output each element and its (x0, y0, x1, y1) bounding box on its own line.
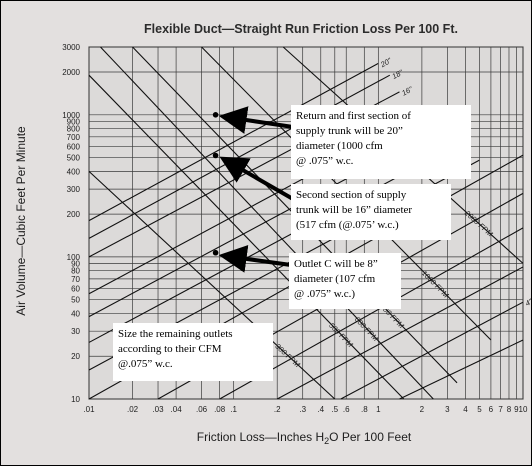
annotation-text: @ .075” w.c.) (294, 288, 355, 300)
y-tick-label: 1000 (62, 111, 80, 120)
x-tick-label: .01 (83, 405, 95, 414)
y-tick-label: 30 (71, 327, 80, 336)
annotation-arrow (218, 245, 292, 273)
annotation-text: diameter (107 cfm (294, 273, 376, 285)
annotation-arrow (218, 106, 294, 134)
y-tick-label: 20 (71, 352, 80, 361)
annotation-text: according to their CFM (118, 343, 222, 355)
annotation-text: @.075” w.c. (118, 358, 173, 370)
x-tick-label: 3 (445, 405, 450, 414)
annotation-text: diameter (1000 cfm (296, 140, 383, 152)
y-tick-label: 900 (67, 117, 81, 126)
annotation-text: @ .075” w.c. (296, 155, 354, 167)
y-tick-label: 500 (67, 154, 81, 163)
x-tick-label: .2 (274, 405, 281, 414)
x-tick-label: .6 (343, 405, 350, 414)
annotation-text: trunk will be 16” diameter (296, 204, 412, 216)
x-tick-label: 4 (463, 405, 468, 414)
annotation-box (291, 105, 471, 179)
annotation-box (291, 184, 451, 240)
annotation-text: Size the remaining outlets (118, 328, 233, 340)
x-tick-label: 6 (489, 405, 494, 414)
diameter-line (340, 301, 524, 400)
y-axis-label: Air Volume—Cubic Feet Per Minute (14, 126, 28, 316)
y-tick-label: 10 (71, 395, 80, 404)
x-tick-label: .1 (230, 405, 237, 414)
data-point (212, 111, 219, 118)
y-tick-label: 40 (71, 309, 80, 318)
annotations: Return and first section of supply trunk … (113, 105, 471, 381)
y-tick-label: 90 (71, 259, 80, 268)
x-axis-label: Friction Loss—Inches H2O Per 100 Feet (197, 430, 412, 446)
x-tick-label: .03 (152, 405, 164, 414)
y-tick-label: 2000 (62, 68, 80, 77)
velocity-line (100, 46, 434, 400)
annotation-text: Return and first section of (296, 110, 411, 122)
y-tick-label: 60 (71, 284, 80, 293)
y-tick-label: 800 (67, 125, 81, 134)
data-point (212, 152, 219, 159)
y-tick-label: 400 (67, 167, 81, 176)
chart-title: Flexible Duct—Straight Run Friction Loss… (144, 22, 458, 36)
y-tick-label: 300 (67, 185, 81, 194)
x-tick-label: 1 (376, 405, 381, 414)
diameter-line (276, 266, 524, 400)
x-tick-label: .3 (299, 405, 306, 414)
y-tick-label: 700 (67, 133, 81, 142)
annotation-text: Outlet C will be 8” (294, 258, 378, 270)
x-tick-label: .06 (196, 405, 208, 414)
annotation-box (289, 253, 401, 309)
x-tick-label: .04 (171, 405, 183, 414)
y-tick-label: 80 (71, 267, 80, 276)
y-tick-label: 600 (67, 142, 81, 151)
y-tick-label: 100 (67, 253, 81, 262)
x-tick-label: 2 (420, 405, 425, 414)
data-point (212, 249, 219, 256)
x-tick-label: .8 (361, 405, 368, 414)
x-tick-label: .02 (127, 405, 139, 414)
x-tick-label: 5 (477, 405, 482, 414)
annotation-text: supply trunk will be 20” (296, 125, 403, 137)
velocity-line (88, 170, 336, 400)
annotation-arrow (219, 156, 294, 201)
annotation-text: (517 cfm (@.075’ w.c.) (296, 219, 399, 231)
velocity-line (88, 74, 405, 400)
x-tick-label: 8 (507, 405, 512, 414)
x-tick-label: 7 (498, 405, 503, 414)
x-tick-label: .5 (331, 405, 338, 414)
y-tick-label: 200 (67, 210, 81, 219)
diameter-line-label: 4" (524, 297, 531, 308)
annotation-box (113, 323, 273, 381)
diameter-line (399, 339, 524, 400)
x-tick-labels: .01 .02 .03 .04 .06 .08 .1 .2 .3 .4 .5 .6 .8 1 2 3 4 5 6 7 8… (83, 405, 528, 414)
x-tick-label: .08 (214, 405, 226, 414)
y-tick-label: 70 (71, 275, 80, 284)
y-tick-label: 50 (71, 296, 80, 305)
x-tick-label: .4 (317, 405, 324, 414)
y-tick-label: 3000 (62, 43, 80, 52)
data-points (212, 111, 219, 256)
x-tick-label: 10 (519, 405, 528, 414)
annotation-text: Second section of supply (296, 189, 407, 201)
x-tick-label: 9 (514, 405, 519, 414)
